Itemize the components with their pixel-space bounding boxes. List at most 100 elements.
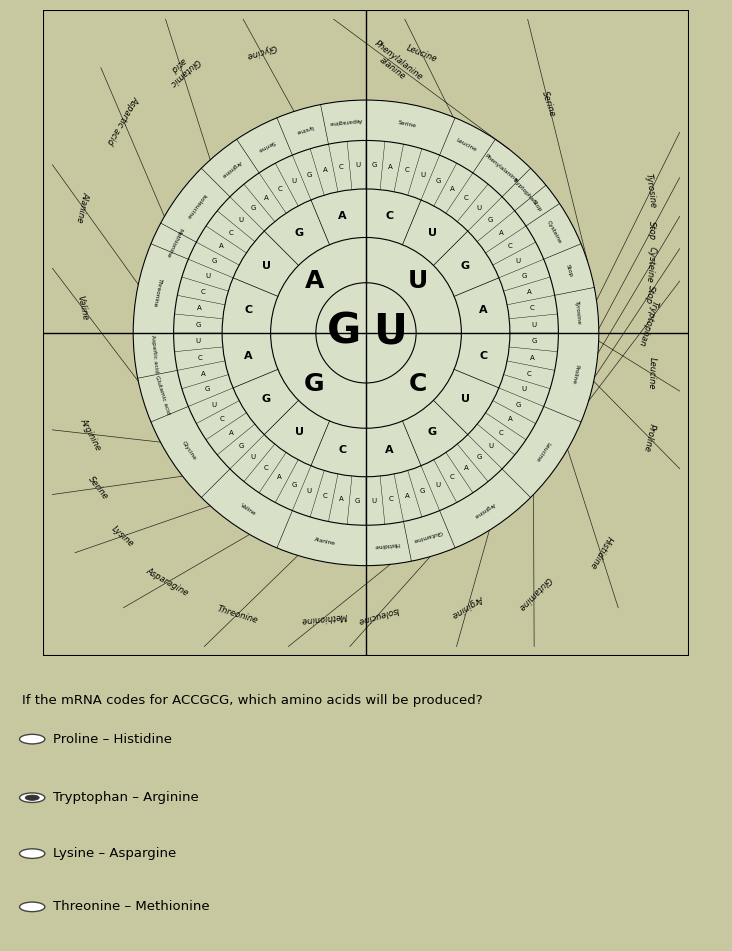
Text: Arginine: Arginine xyxy=(220,159,242,178)
Text: G: G xyxy=(205,386,210,393)
Text: Tryptophan: Tryptophan xyxy=(511,176,537,204)
Circle shape xyxy=(20,849,45,859)
Text: Leucine: Leucine xyxy=(646,358,657,390)
Text: Threonine: Threonine xyxy=(216,604,258,625)
Text: U: U xyxy=(291,178,296,184)
Text: C: C xyxy=(244,304,253,315)
Text: U: U xyxy=(373,310,407,352)
Circle shape xyxy=(20,734,45,744)
Text: C: C xyxy=(277,185,282,192)
Text: Stop: Stop xyxy=(643,283,656,304)
Text: A: A xyxy=(198,305,202,311)
Circle shape xyxy=(133,100,599,566)
Text: G: G xyxy=(420,488,425,495)
Text: If the mRNA codes for ACCGCG, which amino acids will be produced?: If the mRNA codes for ACCGCG, which amin… xyxy=(22,694,482,707)
Text: Leucine: Leucine xyxy=(405,43,438,64)
Text: C: C xyxy=(228,230,234,236)
Text: Serine: Serine xyxy=(540,89,557,118)
Circle shape xyxy=(316,282,416,383)
Text: G: G xyxy=(250,205,255,211)
Text: Proline: Proline xyxy=(642,423,657,453)
Text: A: A xyxy=(527,289,531,295)
Text: Proline – Histidine: Proline – Histidine xyxy=(53,732,172,746)
Text: Glycine: Glycine xyxy=(181,440,198,461)
Text: Glutamine: Glutamine xyxy=(515,574,552,612)
Text: U: U xyxy=(295,427,304,437)
Text: A: A xyxy=(385,445,394,456)
Circle shape xyxy=(271,238,461,428)
Text: C: C xyxy=(498,430,504,436)
Circle shape xyxy=(222,189,510,476)
Text: U: U xyxy=(239,217,244,223)
Text: Arginine: Arginine xyxy=(78,417,102,452)
Text: G: G xyxy=(436,178,441,184)
Text: Methionine: Methionine xyxy=(165,226,183,258)
Text: C: C xyxy=(198,355,202,360)
Text: C: C xyxy=(479,351,488,361)
Text: Arginine: Arginine xyxy=(451,592,485,619)
Text: Methionine: Methionine xyxy=(301,611,348,625)
Text: A: A xyxy=(244,351,253,361)
Text: A: A xyxy=(228,430,234,436)
Text: G: G xyxy=(305,372,325,397)
Text: C: C xyxy=(508,243,512,249)
Text: A: A xyxy=(277,474,282,480)
Text: G: G xyxy=(212,258,217,264)
Text: Phenylalanine: Phenylalanine xyxy=(483,153,518,184)
Text: G: G xyxy=(291,482,296,488)
Text: A: A xyxy=(388,164,393,169)
Text: Phenylalanine
alanine: Phenylalanine alanine xyxy=(366,39,425,90)
Text: U: U xyxy=(531,321,537,327)
Text: G: G xyxy=(488,217,493,223)
Text: Asparagine: Asparagine xyxy=(145,566,190,598)
Text: Glutamine: Glutamine xyxy=(412,530,443,543)
Text: Stop: Stop xyxy=(646,221,656,241)
Text: G: G xyxy=(372,162,377,168)
Text: A: A xyxy=(498,230,504,236)
Text: A: A xyxy=(338,210,347,221)
Text: Stop: Stop xyxy=(565,264,574,279)
Text: Valine: Valine xyxy=(239,503,257,516)
Text: Cysteine: Cysteine xyxy=(645,245,657,282)
Text: C: C xyxy=(339,445,347,456)
Text: U: U xyxy=(205,273,210,280)
Text: U: U xyxy=(212,401,217,408)
Text: A: A xyxy=(464,465,468,471)
Text: Histidine: Histidine xyxy=(374,541,400,548)
Circle shape xyxy=(20,902,45,912)
Text: Tyrosine: Tyrosine xyxy=(574,300,581,324)
Text: A: A xyxy=(508,417,512,422)
Text: Glycine: Glycine xyxy=(244,43,277,61)
Text: Serine: Serine xyxy=(256,139,275,152)
Text: Leucine: Leucine xyxy=(455,138,477,153)
Text: Threonine – Methionine: Threonine – Methionine xyxy=(53,901,210,913)
Text: U: U xyxy=(250,455,255,460)
Circle shape xyxy=(25,795,40,801)
Text: Isoleucine: Isoleucine xyxy=(356,605,400,625)
Text: A: A xyxy=(339,496,344,502)
Text: G: G xyxy=(195,321,201,327)
Text: Alanine: Alanine xyxy=(75,190,90,223)
Circle shape xyxy=(20,793,45,803)
Text: A: A xyxy=(201,371,205,377)
Text: C: C xyxy=(408,372,427,397)
Text: U: U xyxy=(307,488,312,495)
Text: Aspartic acid: Aspartic acid xyxy=(105,94,141,146)
Text: G: G xyxy=(327,310,361,352)
Text: Lysine – Aspargine: Lysine – Aspargine xyxy=(53,847,176,860)
Text: G: G xyxy=(461,262,470,271)
Text: C: C xyxy=(530,305,534,311)
Text: A: A xyxy=(530,355,534,360)
Text: Glutamic
acid: Glutamic acid xyxy=(161,49,201,88)
Text: A: A xyxy=(479,304,488,315)
Text: C: C xyxy=(264,465,268,471)
Text: U: U xyxy=(262,262,271,271)
Text: C: C xyxy=(323,493,327,499)
Text: Serine: Serine xyxy=(86,475,110,501)
Text: C: C xyxy=(385,210,393,221)
Text: Arginine: Arginine xyxy=(473,501,496,518)
Text: C: C xyxy=(527,371,531,377)
Text: G: G xyxy=(295,228,304,239)
Text: Isoleucine: Isoleucine xyxy=(184,193,206,220)
Text: C: C xyxy=(464,195,468,201)
